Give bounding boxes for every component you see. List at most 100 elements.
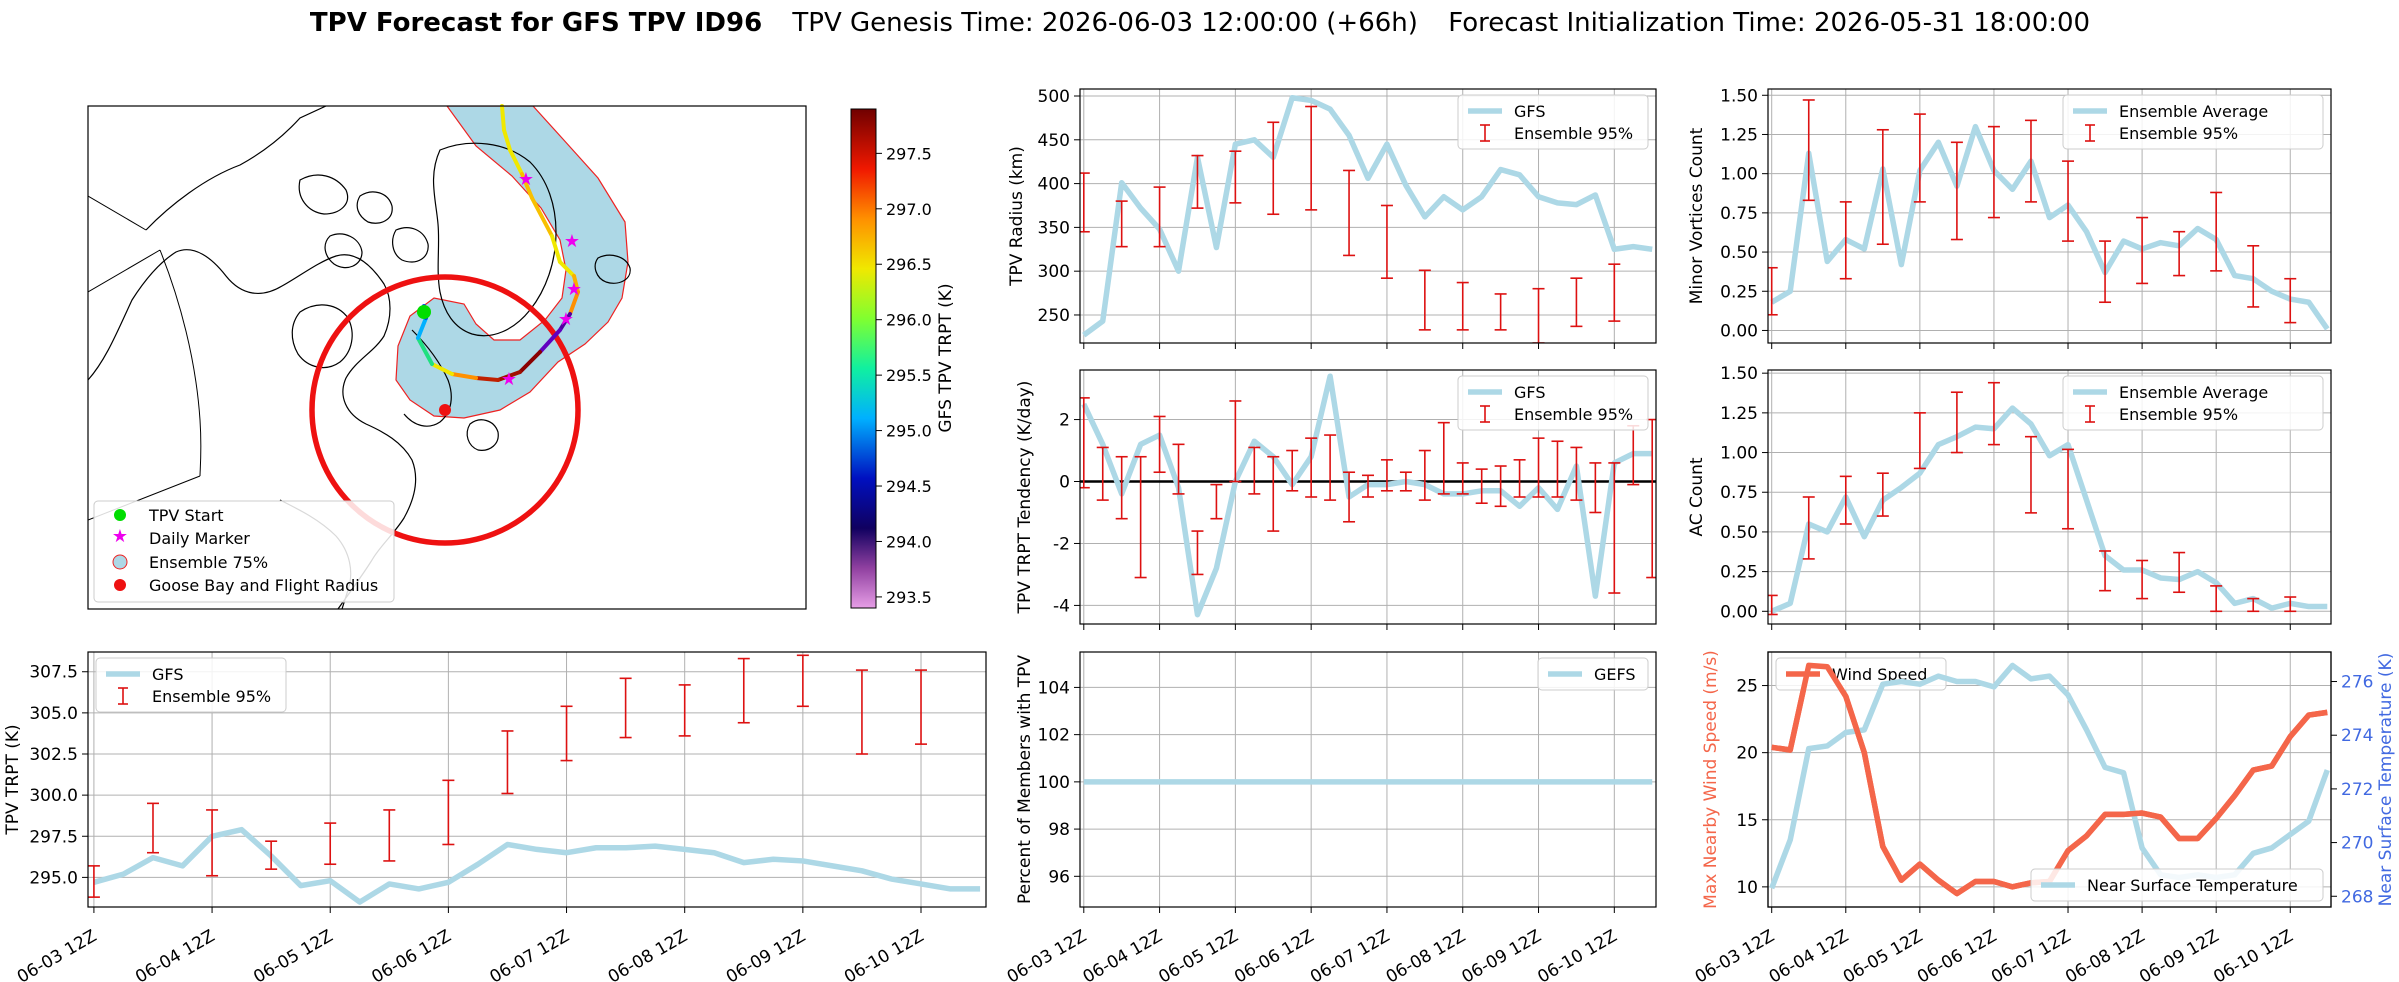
daily-marker-star: ★ [518,169,534,190]
y-tick-label: 1.00 [1720,165,1758,185]
map-markers: ★ ★ ★ ★ ★ [417,169,582,416]
x-tick-label: 06-08 12Z [605,926,691,982]
y-tick-label: 297.5 [29,827,78,847]
y-axis-label: Max Nearby Wind Speed (m/s) [1701,650,1721,909]
y-tick-label: 450 [1038,131,1070,151]
y-tick-label: 20 [1736,744,1758,764]
legend-label: Ensemble 95% [2119,124,2238,143]
y-tick-label: 2 [1059,411,1070,431]
x-tick-label: 06-09 12Z [2136,926,2222,982]
y-axis-label: AC Count [1687,457,1707,536]
y-tick-label: 302.5 [29,745,78,765]
chart-trpt: 295.0 297.5 300.0 302.5 305.0 307.5 06-03 12Z 0… [3,651,987,982]
coastline-arctic [145,106,327,231]
newfoundland [466,419,499,451]
x-tick-label: 06-06 12Z [1914,926,2000,982]
legend: Near Surface Temperature [2030,868,2324,902]
x-tick-label: 06-10 12Z [841,926,927,982]
y2-tick-label: 274 [2341,726,2373,746]
title-bold: TPV Forecast for GFS TPV ID96 [310,8,762,38]
plot-frame [1079,651,1657,908]
legend-label: GFS [152,665,183,684]
y-tick-label: 0.50 [1720,523,1758,543]
series-clip [1768,99,2330,331]
series-line [93,826,981,905]
track-segment [502,128,512,152]
track-segment [496,370,522,382]
islands-2 [356,191,393,224]
colorbar-tick-label: 293.5 [886,588,932,607]
y-tick-label: 300 [1038,262,1070,282]
y-tick-label: 0.75 [1720,483,1758,503]
x-tick-label: 06-07 12Z [1988,926,2074,982]
y-tick-label: 96 [1048,867,1070,887]
legend-box [2062,94,2324,150]
plot-frame [1767,369,2332,625]
track-segment [450,372,478,380]
y-tick-label: 350 [1038,218,1070,238]
y-tick-label: 0.00 [1720,602,1758,622]
title-genesis: TPV Genesis Time: 2026-06-03 12:00:00 (+… [791,8,1418,38]
y-axis-label: Minor Vortices Count [1687,127,1707,304]
daily-marker-star: ★ [112,526,128,547]
map-legend: TPV Start ★ Daily Marker Ensemble 75% Go… [93,500,395,603]
x-tick-label: 06-04 12Z [1080,926,1166,982]
y2-tick-label: 276 [2341,673,2373,693]
plot-frame [1079,88,1657,344]
y-tick-label: 500 [1038,87,1070,107]
legend: GFS Ensemble 95% [1457,375,1649,431]
colorbar-label: GFS TPV TRPT (K) [936,283,956,432]
x-tick-label: 06-09 12Z [723,926,809,982]
x-tick-label: 06-10 12Z [2210,926,2296,982]
figure-title: TPV Forecast for GFS TPV ID96 TPV Genesi… [310,8,2090,38]
legend-ensemble-75: Ensemble 75% [149,553,268,572]
chart-tendency: -4 -2 0 2 TPV TRPT Tendency (K/day) GFS Ensemb… [1015,369,1657,630]
y2-tick-label: 270 [2341,834,2373,854]
series-clip [1080,373,1656,618]
plot-area [1768,652,2331,907]
iceland [594,254,631,284]
series-line [1770,123,2330,331]
track-segment [508,148,524,176]
series-clip [1768,381,2328,616]
flight-radius-circle [309,274,581,546]
y-tick-label: 100 [1038,773,1070,793]
y-tick-label: 0 [1059,473,1070,493]
legend: Ensemble Average Ensemble 95% [2062,94,2324,150]
y-tick-label: 0.25 [1720,563,1758,583]
colorbar-gradient [850,108,877,609]
arctic-line [88,195,147,231]
x-tick-label: 06-03 12Z [1692,926,1778,982]
y-tick-label: 15 [1736,811,1758,831]
legend-box [2062,375,2324,431]
y2-axis-label: Near Surface Temperature (K) [2376,653,2396,907]
y-axis-label: TPV TRPT (K) [3,724,23,835]
track-segment [530,196,554,238]
legend-label: GFS [1514,102,1545,121]
chart-radius: 250 300 350 400 450 500 TPV Radius (km) GFS Ense… [1007,87,1657,349]
y-tick-label: 1.50 [1720,86,1758,106]
plot-frame [1079,369,1657,625]
series-clip [88,654,981,905]
legend-label: Ensemble 95% [152,687,271,706]
chart-temp: 268 270 272 274 276 Near Surface Temperature … [1767,651,2396,908]
y-tick-label: 0.25 [1720,282,1758,302]
y-tick-label: 307.5 [29,663,78,683]
track-segment [416,336,434,366]
legend-tpv-start: TPV Start [148,506,224,525]
chart-ac: 0.00 0.25 0.50 0.75 1.00 1.25 1.50 AC Count Ense… [1687,364,2332,630]
plot-frame [1767,88,2332,344]
hudson-bay [291,304,353,369]
x-tick-label: 06-05 12Z [1840,926,1926,982]
colorbar-tick-label: 297.0 [886,200,932,219]
x-tick-label: 06-05 12Z [1155,926,1241,982]
y-tick-label: 250 [1038,306,1070,326]
daily-marker-star: ★ [564,231,580,252]
track-segment [538,328,562,354]
y2-tick-label: 268 [2341,887,2373,907]
legend-daily-marker: Daily Marker [149,529,250,548]
islands-3 [392,227,429,263]
colorbar-tick-label: 295.5 [886,366,932,385]
y-tick-label: 295.0 [29,868,78,888]
